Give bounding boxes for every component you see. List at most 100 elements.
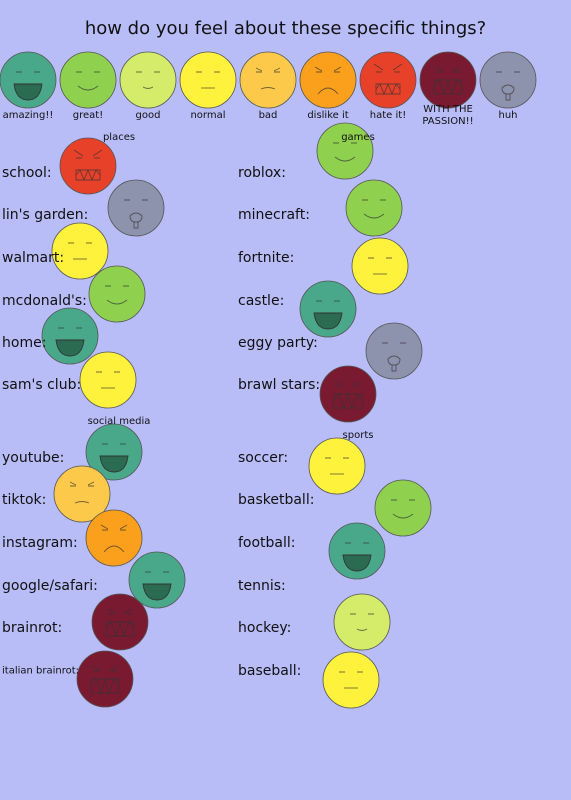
title: how do you feel about these specific thi… <box>84 18 487 39</box>
face-feature <box>433 66 463 72</box>
face <box>322 651 380 709</box>
face-feature <box>129 212 143 223</box>
item-label: baseball: <box>238 663 302 679</box>
face-feature <box>333 392 363 410</box>
face-feature <box>77 85 99 91</box>
legend-label: amazing!! <box>2 110 54 121</box>
face <box>351 237 409 295</box>
face-feature <box>314 66 342 72</box>
item-label: tiktok: <box>2 492 47 508</box>
item-label: walmart: <box>2 250 65 266</box>
face <box>365 322 423 380</box>
face-circle <box>119 51 177 109</box>
legend-label: good <box>135 110 161 121</box>
face-feature <box>133 222 139 229</box>
item-label: home: <box>2 335 47 351</box>
face-feature <box>260 87 276 90</box>
face <box>345 179 403 237</box>
legend-label: dislike it <box>307 110 349 121</box>
face <box>51 222 109 280</box>
face <box>308 437 366 495</box>
section-label: places <box>102 132 136 143</box>
face-feature <box>73 149 103 157</box>
face-feature <box>356 628 368 631</box>
item-label: tennis: <box>238 578 286 594</box>
face-feature <box>501 84 515 95</box>
item-label: brainrot: <box>2 620 63 636</box>
face <box>53 465 111 523</box>
face-feature <box>391 365 397 372</box>
face <box>419 51 477 109</box>
face-feature <box>142 86 154 89</box>
section-label: social media <box>87 416 151 427</box>
item-label: basketball: <box>238 492 315 508</box>
face-feature <box>106 299 128 305</box>
item-label: lin's garden: <box>2 207 89 223</box>
face-circle <box>128 551 186 609</box>
face-feature <box>317 87 339 95</box>
face <box>91 593 149 651</box>
legend-label: normal <box>190 110 226 121</box>
face-circle <box>239 51 297 109</box>
face-feature <box>74 501 90 504</box>
face-feature <box>387 355 401 366</box>
face-feature <box>105 608 135 614</box>
face-feature <box>255 67 281 72</box>
item-label: hockey: <box>238 620 292 636</box>
face <box>85 423 143 481</box>
item-label: minecraft: <box>238 207 310 223</box>
item-label: soccer: <box>238 450 289 466</box>
face-feature <box>342 554 372 572</box>
face <box>88 265 146 323</box>
item-label: youtube: <box>2 450 65 466</box>
face-feature <box>69 481 95 486</box>
face-circle <box>53 465 111 523</box>
item-label: castle: <box>238 293 285 309</box>
face <box>479 51 537 109</box>
face-feature <box>100 524 128 530</box>
face-feature <box>363 213 385 219</box>
face-circle <box>322 651 380 709</box>
face-circle <box>59 51 117 109</box>
face-circle <box>299 51 357 109</box>
face-feature <box>334 156 356 162</box>
face-feature <box>55 339 85 357</box>
legend-label: bad <box>258 110 278 121</box>
face <box>333 593 391 651</box>
face-feature <box>13 83 43 101</box>
face-circle <box>51 222 109 280</box>
legend-label: WITH THE PASSION!! <box>422 104 474 127</box>
face-feature <box>90 665 120 671</box>
face-feature <box>313 312 343 330</box>
face-circle <box>107 179 165 237</box>
face-circle <box>345 179 403 237</box>
face-circle <box>299 280 357 338</box>
face-circle <box>374 479 432 537</box>
face-feature <box>99 455 129 473</box>
item-label: instagram: <box>2 535 78 551</box>
face <box>328 522 386 580</box>
face <box>107 179 165 237</box>
face-circle <box>79 351 137 409</box>
face-circle <box>359 51 417 109</box>
face <box>319 365 377 423</box>
item-label: football: <box>238 535 296 551</box>
face-circle <box>88 265 146 323</box>
face <box>76 650 134 708</box>
item-label: italian brainrot: <box>2 665 80 677</box>
section-label: sports <box>342 430 374 441</box>
face-feature <box>375 82 401 96</box>
face-circle <box>333 593 391 651</box>
legend-label: hate it! <box>369 110 407 121</box>
face <box>0 51 57 109</box>
face <box>316 122 374 180</box>
face-feature <box>103 545 125 553</box>
section-label: games <box>341 132 375 143</box>
face-circle <box>179 51 237 109</box>
face <box>79 351 137 409</box>
item-label: sam's club: <box>2 377 82 393</box>
face <box>119 51 177 109</box>
item-label: eggy party: <box>238 335 318 351</box>
